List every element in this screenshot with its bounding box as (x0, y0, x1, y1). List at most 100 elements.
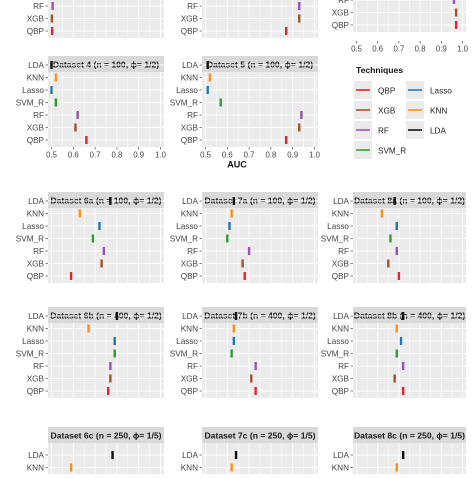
point-ds4-lda (50, 61, 53, 69)
point-ds8c-knn (395, 463, 398, 472)
legend-label: Lasso (430, 87, 452, 96)
y-tick-label: SVM_R (170, 235, 198, 244)
x-tick-label: 0.7 (393, 45, 404, 54)
panel-title: Dataset 4 (n = 100, ϕ= 1/2) (53, 60, 159, 70)
panel-ds8b: Dataset 8b (n = 400, ϕ= 1/2) LDA KNN Lasso S… (321, 307, 466, 398)
point-ds6c-lda (111, 451, 114, 459)
panel-strip (48, 192, 164, 208)
point-ds4-rf (76, 111, 79, 119)
y-tick-label: LDA (182, 197, 198, 206)
point-ds7a-svm_r (226, 234, 229, 243)
y-tick-label: RF (338, 362, 349, 371)
legend-label: KNN (430, 107, 447, 116)
point-ds5-qbp (284, 136, 288, 144)
point-ds7b-qbp (254, 387, 257, 395)
y-tick-label: RF (187, 247, 198, 256)
point-ds8a-lda (393, 197, 396, 205)
point-ds7a-knn (230, 209, 233, 218)
point-ds4-svm_r (54, 98, 58, 107)
point-p3a-xgb (454, 8, 458, 17)
point-ds8a-knn (380, 209, 384, 218)
legend: Techniques QBP Lasso XGB KNN RF LDA SVM_R (354, 65, 452, 159)
point-ds6b-xgb (109, 374, 112, 383)
y-tick-label: RF (33, 2, 44, 11)
point-ds8a-svm_r (389, 234, 392, 243)
panel-title: Dataset 6b (n = 400, ϕ= 1/2) (50, 311, 162, 321)
y-tick-label: KNN (27, 464, 44, 473)
y-tick-label: SVM_R (16, 99, 44, 108)
legend-item-lasso: Lasso (406, 81, 452, 99)
point-ds7c-lda (234, 451, 238, 459)
y-tick-label: KNN (181, 325, 198, 334)
y-tick-label: SVM_R (170, 350, 198, 359)
point-ds6a-knn (78, 209, 82, 218)
panel-strip (202, 307, 318, 323)
point-p2a-rf (298, 2, 301, 10)
y-tick-label: QBP (332, 21, 350, 30)
point-p1a-xgb (50, 14, 54, 23)
y-tick-label: RF (187, 362, 198, 371)
x-tick-label: 0.6 (222, 151, 233, 160)
point-ds6b-knn (87, 324, 90, 333)
y-tick-label: KNN (27, 325, 44, 334)
panel-strip (202, 192, 318, 208)
y-tick-label: LDA (333, 197, 349, 206)
point-ds7b-svm_r (230, 349, 233, 358)
point-ds5-rf (300, 111, 303, 119)
point-ds4-qbp (85, 136, 88, 144)
point-ds8a-qbp (397, 272, 401, 280)
y-tick-label: LDA (28, 197, 44, 206)
point-ds7a-lda (232, 197, 236, 205)
point-p1a-rf (51, 2, 54, 10)
point-ds6a-lda (109, 197, 112, 205)
point-ds6b-rf (109, 362, 112, 370)
legend-title: Techniques (356, 65, 403, 75)
point-ds7a-xgb (241, 259, 244, 268)
point-ds7b-lda (234, 312, 238, 320)
point-ds5-svm_r (219, 98, 222, 107)
legend-label: RF (378, 127, 389, 136)
y-tick-label: Lasso (22, 222, 44, 231)
x-tick-label: 0.9 (436, 45, 447, 54)
point-ds8b-svm_r (395, 349, 398, 358)
y-tick-label: XGB (181, 124, 199, 133)
x-tick-label: 0.8 (111, 151, 122, 160)
y-tick-label: XGB (27, 15, 45, 24)
point-ds6c-knn (69, 463, 73, 472)
y-tick-label: RF (187, 2, 198, 11)
panel-title: Dataset 8c (n = 250, ϕ= 1/5) (354, 431, 465, 441)
point-ds7c-knn (230, 463, 233, 472)
y-tick-label: RF (338, 0, 349, 5)
y-tick-label: KNN (27, 74, 44, 83)
panel-ds7b: Dataset 7b (n = 400, ϕ= 1/2) LDA KNN Lasso S… (170, 307, 318, 398)
point-ds6b-lasso (113, 337, 116, 345)
panel-title: Dataset 7b (n = 400, ϕ= 1/2) (204, 311, 316, 321)
y-tick-label: Lasso (176, 337, 198, 346)
panel-p3a: RF XGB QBP 0.5 0.6 0.7 0.8 0.9 1.0 (332, 0, 469, 54)
point-p3a-rf (452, 0, 456, 4)
panel-strip (48, 307, 164, 323)
y-tick-label: KNN (181, 74, 198, 83)
y-tick-label: LDA (333, 312, 349, 321)
point-ds5-lasso (206, 86, 209, 94)
point-ds6a-svm_r (91, 234, 95, 243)
legend-item-qbp: QBP (354, 81, 396, 99)
y-tick-label: SVM_R (16, 235, 44, 244)
point-p1a-qbp (50, 27, 54, 35)
point-ds7a-rf (247, 247, 251, 255)
point-ds8b-xgb (393, 374, 396, 383)
y-tick-label: XGB (27, 375, 45, 384)
y-tick-label: XGB (27, 124, 45, 133)
panel-strip (202, 56, 318, 72)
y-tick-label: LDA (182, 61, 198, 70)
y-tick-label: QBP (181, 387, 199, 396)
y-tick-label: QBP (332, 387, 350, 396)
point-ds6b-svm_r (113, 349, 116, 358)
y-tick-label: QBP (332, 272, 350, 281)
point-ds7b-lasso (232, 337, 236, 345)
x-tick-label: 1.0 (309, 151, 321, 160)
y-tick-label: RF (338, 247, 349, 256)
